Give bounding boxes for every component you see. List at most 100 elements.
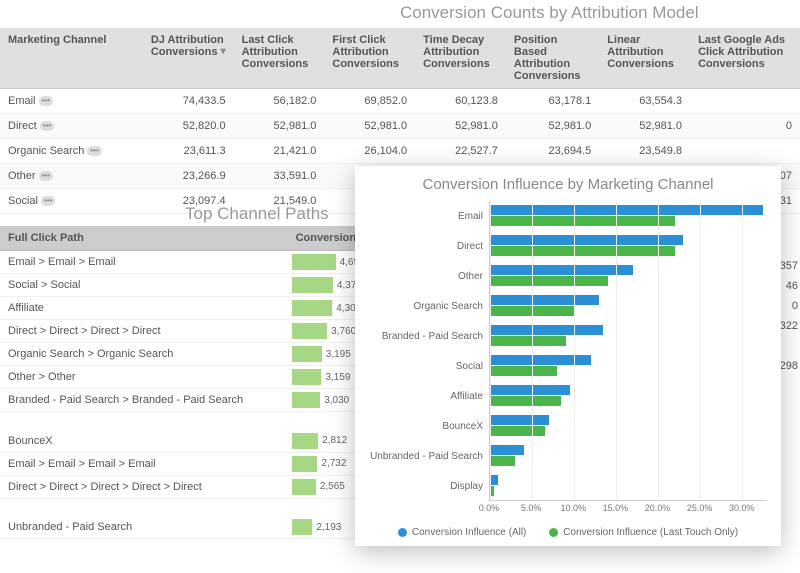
x-tick: 30.0% bbox=[729, 503, 755, 513]
bar-last-touch[interactable] bbox=[490, 246, 675, 256]
x-tick: 0.0% bbox=[479, 503, 500, 513]
gridline bbox=[490, 201, 491, 500]
cell-linear: 23,549.8 bbox=[599, 139, 690, 164]
cell-channel: Email ••• bbox=[0, 89, 143, 114]
table-row[interactable]: Organic Search •••23,611.321,421.026,104… bbox=[0, 139, 800, 164]
cell-ads: 0 bbox=[690, 114, 800, 139]
path-row[interactable]: Branded - Paid Search > Branded - Paid S… bbox=[0, 389, 380, 412]
page-title: Conversion Counts by Attribution Model bbox=[400, 3, 699, 23]
ellipsis-icon: ••• bbox=[39, 171, 53, 181]
peek-value: 0 bbox=[792, 300, 798, 312]
minibar-label: 2,732 bbox=[321, 458, 346, 469]
bar-all[interactable] bbox=[490, 475, 498, 485]
path-row[interactable]: Direct > Direct > Direct > Direct > Dire… bbox=[0, 475, 380, 498]
cell-ads bbox=[690, 89, 800, 114]
minibar-label: 2,812 bbox=[322, 435, 347, 446]
table-row[interactable]: Direct •••52,820.052,981.052,981.052,981… bbox=[0, 114, 800, 139]
spacer-row bbox=[0, 412, 380, 430]
minibar bbox=[292, 369, 322, 385]
minibar-label: 3,159 bbox=[325, 372, 350, 383]
col-first-click[interactable]: First Click Attribution Conversions bbox=[324, 28, 415, 89]
cell-dj: 23,611.3 bbox=[143, 139, 234, 164]
minibar bbox=[292, 433, 319, 449]
path-row[interactable]: BounceX 2,812 bbox=[0, 430, 380, 453]
minibar bbox=[292, 323, 328, 339]
bar-last-touch[interactable] bbox=[490, 426, 545, 436]
minibar bbox=[292, 277, 333, 293]
bar-last-touch[interactable] bbox=[490, 216, 675, 226]
col-last-google-ads[interactable]: Last Google Ads Click Attribution Conver… bbox=[690, 28, 800, 89]
cell-channel: Social ••• bbox=[0, 189, 143, 214]
minibar bbox=[292, 300, 333, 316]
x-tick: 20.0% bbox=[645, 503, 671, 513]
chart-y-label: Email bbox=[369, 201, 489, 231]
cell-path: Branded - Paid Search > Branded - Paid S… bbox=[0, 389, 288, 412]
peek-value: 357 bbox=[780, 260, 798, 272]
bar-all[interactable] bbox=[490, 445, 524, 455]
cell-linear: 63,554.3 bbox=[599, 89, 690, 114]
bar-all[interactable] bbox=[490, 295, 599, 305]
legend-item-all: Conversion Influence (All) bbox=[398, 527, 527, 538]
bar-all[interactable] bbox=[490, 385, 570, 395]
bar-all[interactable] bbox=[490, 265, 633, 275]
col-time-decay[interactable]: Time Decay Attribution Conversions bbox=[415, 28, 506, 89]
bar-last-touch[interactable] bbox=[490, 366, 557, 376]
bar-last-touch[interactable] bbox=[490, 456, 515, 466]
path-row[interactable]: Social > Social4,37 bbox=[0, 274, 380, 297]
bar-all[interactable] bbox=[490, 235, 683, 245]
bar-last-touch[interactable] bbox=[490, 276, 608, 286]
bar-all[interactable] bbox=[490, 205, 763, 215]
chart-y-label: Affiliate bbox=[369, 381, 489, 411]
bar-last-touch[interactable] bbox=[490, 396, 561, 406]
cell-last: 21,421.0 bbox=[234, 139, 325, 164]
minibar-label: 2,565 bbox=[320, 481, 345, 492]
path-row[interactable]: Email > Email > Email > Email2,732 bbox=[0, 452, 380, 475]
minibar-label: 3,760 bbox=[331, 326, 356, 337]
col-dj-attribution[interactable]: DJ Attribution Conversions ▾ bbox=[143, 28, 234, 89]
cell-last: 52,981.0 bbox=[234, 114, 325, 139]
gridline bbox=[616, 201, 617, 500]
paths-title: Top Channel Paths bbox=[185, 204, 329, 224]
cell-first: 26,104.0 bbox=[324, 139, 415, 164]
legend-item-last-touch: Conversion Influence (Last Touch Only) bbox=[549, 527, 738, 538]
col-marketing-channel[interactable]: Marketing Channel bbox=[0, 28, 143, 89]
sort-desc-icon: ▾ bbox=[221, 46, 226, 57]
minibar bbox=[292, 456, 318, 472]
chart-y-label: Other bbox=[369, 261, 489, 291]
chart-y-label: BounceX bbox=[369, 411, 489, 441]
cell-path: Direct > Direct > Direct > Direct bbox=[0, 320, 288, 343]
cell-pos: 63,178.1 bbox=[506, 89, 599, 114]
cell-channel: Other ••• bbox=[0, 164, 143, 189]
x-tick: 25.0% bbox=[687, 503, 713, 513]
chart-panel: Conversion Influence by Marketing Channe… bbox=[355, 166, 781, 546]
cell-path: Organic Search > Organic Search bbox=[0, 343, 288, 366]
bar-last-touch[interactable] bbox=[490, 336, 566, 346]
minibar bbox=[292, 346, 322, 362]
cell-path: Social > Social bbox=[0, 274, 288, 297]
path-row[interactable]: Email > Email > Email4,65 bbox=[0, 251, 380, 274]
path-row[interactable]: Unbranded - Paid Search2,193 bbox=[0, 516, 380, 539]
bar-all[interactable] bbox=[490, 415, 549, 425]
gridline bbox=[700, 201, 701, 500]
col-full-click-path[interactable]: Full Click Path bbox=[0, 226, 288, 251]
cell-time: 60,123.8 bbox=[415, 89, 506, 114]
path-row[interactable]: Affiliate4,30 bbox=[0, 297, 380, 320]
col-linear[interactable]: Linear Attribution Conversions bbox=[599, 28, 690, 89]
path-row[interactable]: Organic Search > Organic Search3,195 bbox=[0, 343, 380, 366]
table-row[interactable]: Email •••74,433.556,182.069,852.060,123.… bbox=[0, 89, 800, 114]
x-tick: 15.0% bbox=[603, 503, 629, 513]
bar-all[interactable] bbox=[490, 355, 591, 365]
bar-all[interactable] bbox=[490, 325, 603, 335]
gridline bbox=[658, 201, 659, 500]
chart-legend: Conversion Influence (All) Conversion In… bbox=[369, 527, 767, 540]
chart-plot bbox=[489, 201, 767, 501]
chart-y-label: Organic Search bbox=[369, 291, 489, 321]
col-position-based[interactable]: Position Based Attribution Conversions bbox=[506, 28, 599, 89]
col-last-click[interactable]: Last Click Attribution Conversions bbox=[234, 28, 325, 89]
chart-area: EmailDirectOtherOrganic SearchBranded - … bbox=[369, 201, 767, 501]
path-row[interactable]: Other > Other3,159 bbox=[0, 366, 380, 389]
peek-value: 46 bbox=[786, 280, 798, 292]
chart-y-label: Unbranded - Paid Search bbox=[369, 441, 489, 471]
path-row[interactable]: Direct > Direct > Direct > Direct 3,760 bbox=[0, 320, 380, 343]
cell-path: BounceX bbox=[0, 430, 288, 453]
